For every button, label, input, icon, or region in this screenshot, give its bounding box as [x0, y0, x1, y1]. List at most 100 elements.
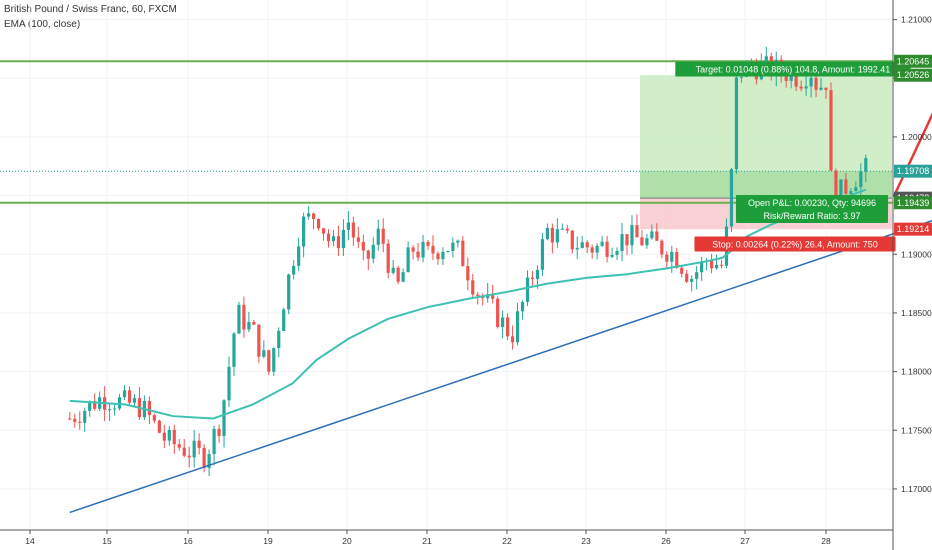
price-label-bg — [894, 222, 932, 236]
candle-up — [376, 228, 380, 245]
candle-up — [525, 277, 530, 302]
price-label-bg — [894, 68, 932, 82]
candle-up — [560, 228, 564, 230]
candle-up — [854, 187, 858, 192]
time-tick-label: 14 — [25, 536, 35, 546]
candle-up — [620, 234, 624, 251]
target-badge: Target: 0.01048 (0.88%) 104.8, Amount: 1… — [675, 61, 911, 77]
candle-up — [515, 311, 520, 343]
candle-up — [297, 246, 301, 266]
price-label-text: 1.19439 — [897, 198, 930, 208]
time-tick-label: 20 — [342, 536, 352, 546]
candle-up — [595, 245, 599, 253]
candle-down — [381, 228, 385, 244]
candle-up — [227, 366, 231, 401]
candle-down — [396, 267, 400, 282]
price-tick-label: 1.18000 — [901, 367, 932, 377]
candle-up — [864, 158, 868, 172]
price-label-text: 1.20526 — [897, 70, 930, 80]
candle-up — [540, 239, 545, 270]
candle-up — [555, 229, 559, 243]
candle-up — [600, 241, 604, 246]
candle-down — [361, 241, 365, 251]
candle-up — [112, 408, 117, 410]
candle-up — [859, 171, 863, 188]
indicator-label: EMA (100, close) — [4, 19, 81, 30]
candle-down — [416, 251, 420, 258]
candle-down — [326, 233, 331, 242]
candle-up — [108, 409, 112, 411]
candle-down — [605, 241, 609, 257]
time-axis: 14 15 16 19 20 21 22 23 26 27 28 — [0, 529, 893, 546]
candle-down — [570, 230, 574, 250]
candle-up — [839, 179, 843, 204]
price-label-bg — [894, 196, 932, 210]
candle-up — [451, 242, 455, 252]
candle-down — [157, 420, 161, 433]
candle-down — [844, 179, 848, 194]
candle-down — [177, 444, 181, 448]
candle-down — [834, 170, 838, 204]
candle-down — [187, 455, 191, 458]
pnl-badge-text: Risk/Reward Ratio: 3.97 — [763, 211, 860, 221]
candle-down — [510, 336, 515, 343]
time-tick-label: 27 — [740, 536, 750, 546]
trendline — [69, 219, 932, 514]
candle-up — [650, 231, 654, 239]
candle-up — [406, 247, 410, 273]
candle-down — [799, 86, 803, 89]
price-tick-label: 1.21000 — [901, 15, 932, 25]
candle-up — [302, 216, 306, 247]
candle-down — [590, 247, 594, 253]
candle-down — [640, 237, 644, 246]
candle-down — [147, 400, 151, 416]
candle-down — [152, 415, 156, 421]
price-label-text: 1.19214 — [897, 224, 930, 234]
candle-up — [292, 265, 296, 275]
candle-up — [192, 440, 196, 458]
candle-down — [336, 236, 341, 249]
candle-down — [530, 277, 535, 280]
price-label-1.20526: 1.20526 — [894, 68, 932, 82]
candle-up — [849, 191, 853, 194]
candle-down — [491, 294, 495, 299]
candle-down — [316, 219, 321, 229]
candle-down — [366, 250, 370, 259]
candle-down — [709, 261, 714, 269]
stop-badge-text: Stop: 0.00264 (0.22%) 26.4, Amount: 750 — [712, 240, 878, 250]
candle-down — [794, 71, 798, 87]
time-tick-label: 26 — [661, 536, 671, 546]
pnl-badge-bg — [735, 195, 889, 223]
price-tick-label: 1.20000 — [901, 132, 932, 142]
price-tick-label: 1.17500 — [901, 425, 932, 435]
price-label-bg — [894, 164, 932, 178]
candle-down — [182, 447, 186, 456]
candle-up — [287, 274, 291, 310]
candle-up — [262, 350, 266, 357]
candle-up — [441, 251, 445, 260]
candle-up — [645, 238, 649, 246]
candle-up — [371, 244, 375, 259]
candle-down — [217, 428, 221, 436]
candle-up — [734, 77, 739, 170]
chart-title: British Pound / Swiss Franc, 60, FXCM — [4, 4, 177, 15]
candle-down — [267, 350, 271, 372]
candle-up — [277, 330, 281, 349]
candle-down — [426, 241, 430, 246]
candle-down — [685, 273, 689, 282]
candle-up — [421, 241, 425, 258]
pnl-badge: Open P&L: 0.00230, Qty: 94696 Risk/Reward… — [735, 195, 889, 223]
candle-down — [476, 294, 480, 296]
candle-down — [471, 280, 475, 295]
time-tick-label: 16 — [183, 536, 193, 546]
price-tick-label: 1.17000 — [901, 484, 932, 494]
candle-down — [172, 429, 176, 445]
candle-down — [655, 231, 659, 241]
candle-up — [670, 251, 674, 262]
candle-down — [431, 245, 435, 254]
time-tick-label: 28 — [821, 536, 831, 546]
candle-down — [824, 87, 828, 91]
candle-down — [506, 317, 510, 337]
candle-up — [282, 309, 286, 331]
